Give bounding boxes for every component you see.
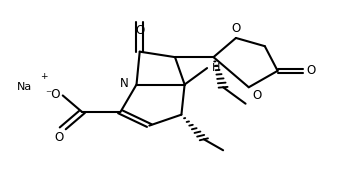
Text: ⁻O: ⁻O <box>46 88 61 101</box>
Text: O: O <box>231 22 240 35</box>
Text: N: N <box>120 77 129 90</box>
Text: +: + <box>40 72 48 81</box>
Text: O: O <box>307 64 316 77</box>
Text: O: O <box>135 24 144 37</box>
Text: Na: Na <box>17 82 32 92</box>
Text: H: H <box>212 63 221 73</box>
Text: O: O <box>252 89 261 102</box>
Text: O: O <box>55 131 64 144</box>
